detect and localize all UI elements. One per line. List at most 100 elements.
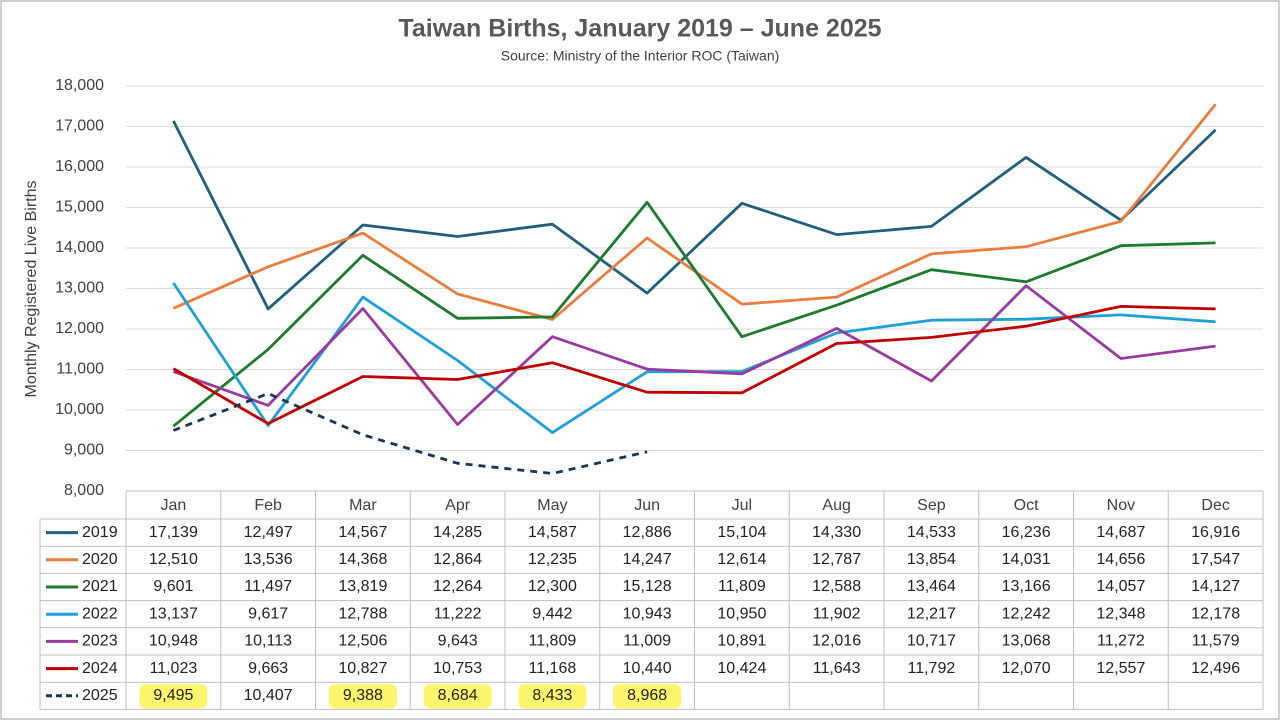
y-tick-label: 18,000 <box>55 77 104 94</box>
table-value: 11,272 <box>1097 633 1145 650</box>
chart-subtitle: Source: Ministry of the Interior ROC (Ta… <box>501 48 780 64</box>
table-value: 10,948 <box>149 633 198 650</box>
y-tick-label: 8,000 <box>64 482 104 499</box>
legend-label: 2021 <box>82 578 118 595</box>
highlight <box>139 684 208 709</box>
table-value: 10,753 <box>433 660 482 677</box>
table-value: 8,684 <box>438 687 478 704</box>
table-value: 12,506 <box>338 633 387 650</box>
table-value: 10,407 <box>244 687 293 704</box>
table-value: 14,057 <box>1096 578 1145 595</box>
table-value: 10,717 <box>907 633 956 650</box>
y-tick-label: 13,000 <box>55 280 104 297</box>
table-value: 12,614 <box>717 551 766 568</box>
y-tick-label: 11,000 <box>56 361 104 378</box>
x-tick-label: Jun <box>634 497 660 514</box>
y-tick-label: 15,000 <box>55 199 104 216</box>
table-value: 14,247 <box>623 551 672 568</box>
table-value: 11,902 <box>813 605 861 622</box>
table-value: 11,643 <box>813 660 861 677</box>
x-tick-label: Apr <box>445 497 471 514</box>
table-value: 10,424 <box>717 660 766 677</box>
table-value: 15,128 <box>623 578 672 595</box>
table-value: 14,687 <box>1096 524 1145 541</box>
series-line <box>172 392 648 475</box>
legend-label: 2022 <box>82 605 118 622</box>
y-tick-label: 17,000 <box>55 118 104 135</box>
x-tick-label: Jul <box>732 497 752 514</box>
table-value: 10,113 <box>244 633 292 650</box>
table-value: 14,127 <box>1191 578 1240 595</box>
y-tick-label: 9,000 <box>64 442 104 459</box>
table-value: 14,330 <box>812 524 861 541</box>
table-value: 16,916 <box>1191 524 1240 541</box>
table-value: 9,495 <box>153 687 193 704</box>
highlight <box>423 684 492 709</box>
y-tick-label: 14,000 <box>55 239 104 256</box>
table-value: 11,579 <box>1192 633 1240 650</box>
table-value: 9,442 <box>532 605 572 622</box>
table-value: 12,788 <box>338 605 387 622</box>
table-value: 13,137 <box>149 605 198 622</box>
legend-label: 2023 <box>82 633 118 650</box>
table-value: 10,943 <box>623 605 672 622</box>
table-value: 13,166 <box>1002 578 1051 595</box>
y-tick-label: 12,000 <box>55 320 104 337</box>
y-axis-title: Monthly Registered Live Births <box>23 181 40 398</box>
table-value: 13,068 <box>1002 633 1051 650</box>
table-value: 14,285 <box>433 524 482 541</box>
table-value: 11,792 <box>908 660 956 677</box>
table-value: 13,819 <box>338 578 387 595</box>
table-value: 9,643 <box>438 633 478 650</box>
x-tick-label: Dec <box>1201 497 1229 514</box>
highlight <box>518 684 587 709</box>
table-value: 14,031 <box>1002 551 1051 568</box>
table-value: 12,496 <box>1191 660 1240 677</box>
x-tick-label: Sep <box>917 497 946 514</box>
table-value: 12,886 <box>623 524 672 541</box>
table-value: 12,070 <box>1002 660 1051 677</box>
table-value: 10,827 <box>338 660 387 677</box>
table-value: 10,440 <box>623 660 672 677</box>
table-value: 12,588 <box>812 578 861 595</box>
table-value: 11,809 <box>718 578 766 595</box>
table-value: 12,016 <box>812 633 861 650</box>
table-value: 11,023 <box>150 660 198 677</box>
x-tick-label: Mar <box>349 497 377 514</box>
table-value: 9,663 <box>248 660 288 677</box>
table-value: 12,300 <box>528 578 577 595</box>
table-value: 8,968 <box>627 687 667 704</box>
table-value: 16,236 <box>1002 524 1051 541</box>
table-value: 9,617 <box>248 605 288 622</box>
table-value: 17,139 <box>149 524 198 541</box>
highlight <box>613 684 682 709</box>
highlight <box>328 684 397 709</box>
table-value: 9,388 <box>343 687 383 704</box>
table-value: 14,567 <box>338 524 387 541</box>
table-value: 12,242 <box>1002 605 1051 622</box>
table-value: 12,217 <box>907 605 956 622</box>
table-value: 14,533 <box>907 524 956 541</box>
table-value: 10,950 <box>717 605 766 622</box>
table-value: 9,601 <box>153 578 193 595</box>
table-value: 14,368 <box>338 551 387 568</box>
table-value: 14,587 <box>528 524 577 541</box>
legend-label: 2019 <box>82 524 118 541</box>
legend-label: 2020 <box>82 551 118 568</box>
table-value: 17,547 <box>1191 551 1240 568</box>
x-tick-label: Nov <box>1107 497 1135 514</box>
table-value: 11,497 <box>244 578 292 595</box>
table-value: 13,464 <box>907 578 956 595</box>
table-value: 13,536 <box>244 551 293 568</box>
y-tick-label: 16,000 <box>55 158 104 175</box>
table-value: 12,864 <box>433 551 482 568</box>
series-line <box>172 284 1216 426</box>
x-tick-label: Feb <box>254 497 282 514</box>
x-tick-label: Jan <box>160 497 186 514</box>
legend-label: 2024 <box>82 660 118 677</box>
table-value: 12,235 <box>528 551 577 568</box>
table-value: 13,854 <box>907 551 956 568</box>
x-tick-label: May <box>537 497 567 514</box>
